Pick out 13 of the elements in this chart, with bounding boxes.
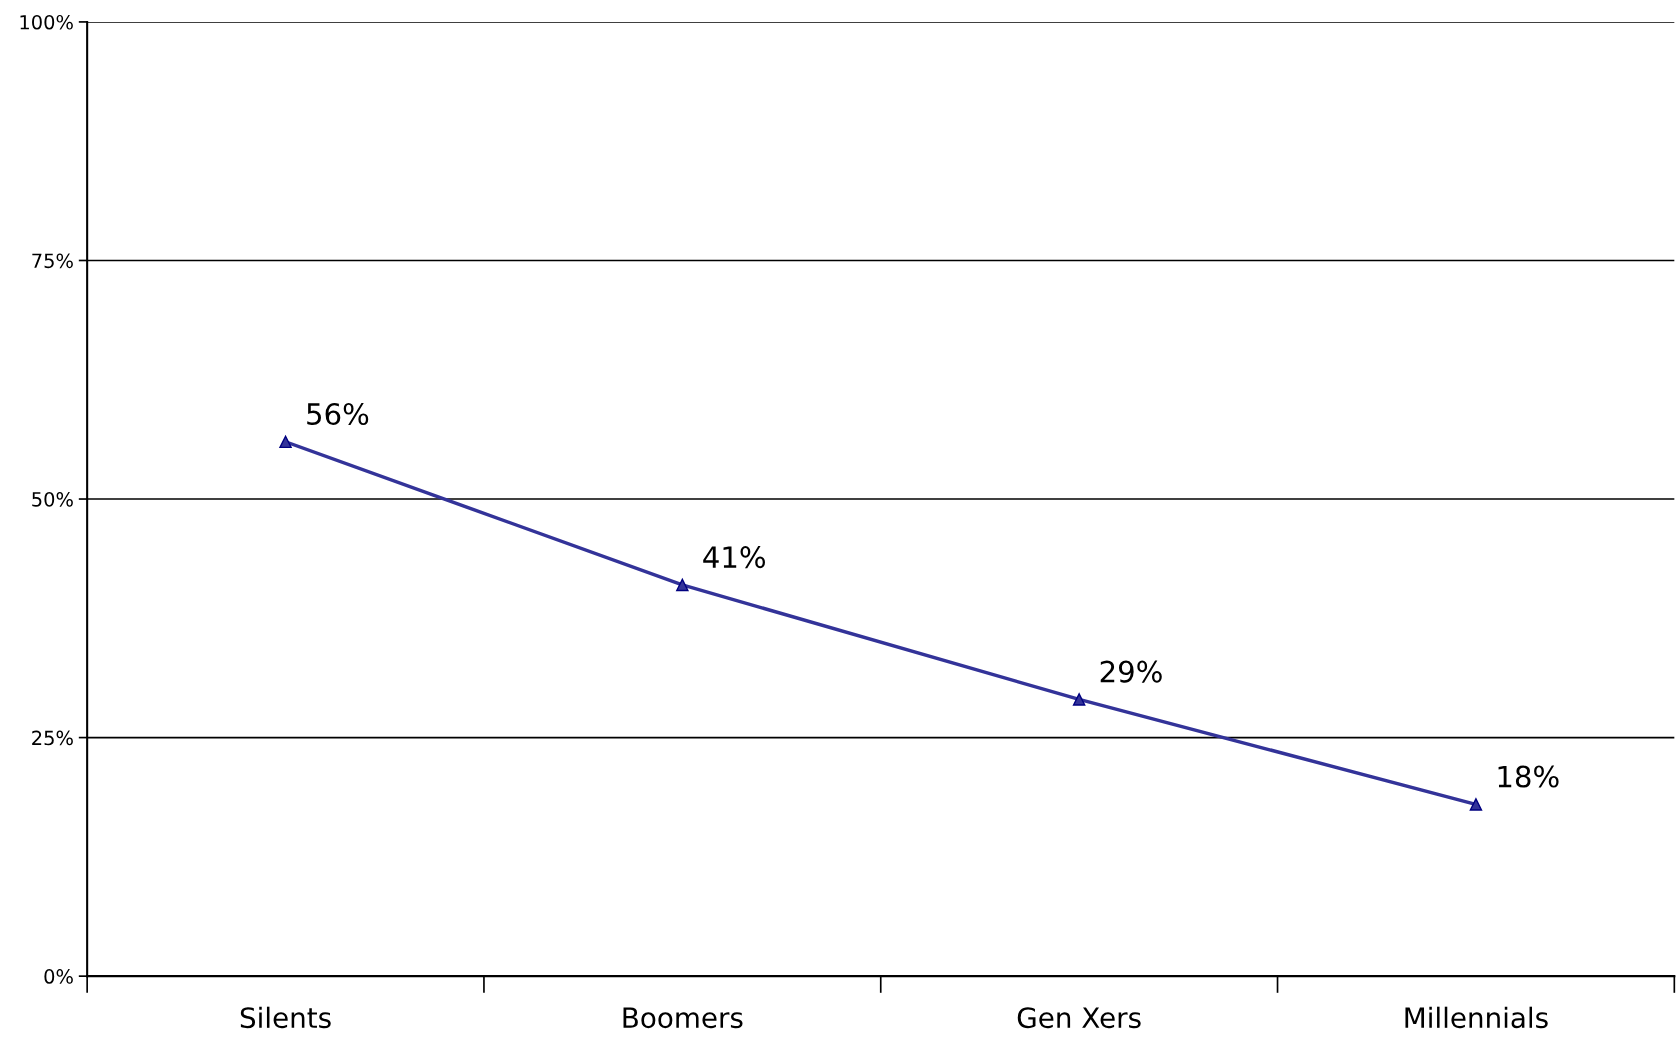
x-tick-label: Boomers	[623, 1007, 743, 1029]
data-label: 56%	[307, 402, 369, 426]
y-tick-label: 0%	[44, 969, 73, 984]
y-tick-label: 25%	[32, 730, 73, 746]
y-tick-label: 100%	[20, 14, 73, 30]
data-label: 41%	[703, 546, 765, 569]
y-tick-label: 50%	[32, 491, 73, 507]
x-tick-label: Silents	[240, 1006, 331, 1029]
data-label: 18%	[1498, 765, 1559, 788]
y-tick-label: 75%	[32, 253, 73, 269]
x-tick-label: Millennials	[1405, 1006, 1548, 1029]
x-tick-label: Gen Xers	[1017, 1007, 1141, 1029]
data-label: 29%	[1100, 660, 1162, 683]
